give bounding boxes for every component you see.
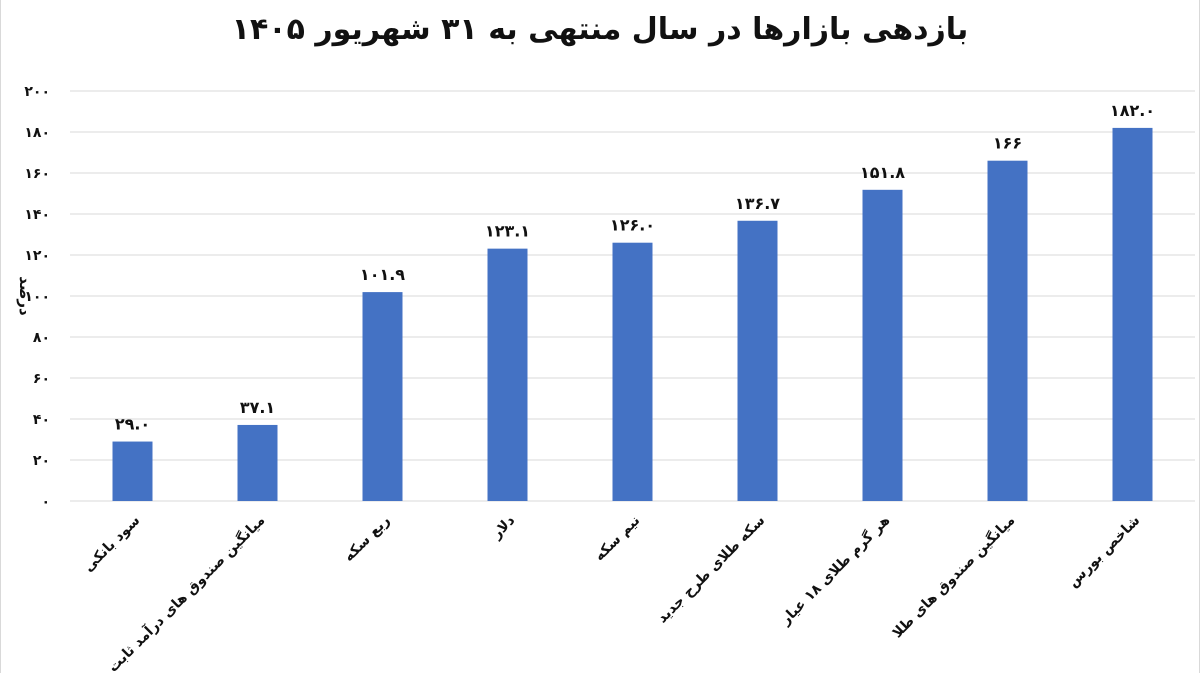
y-tick-label: ۱۴۰ bbox=[24, 207, 50, 223]
chart-title: بازدهی بازارها در سال منتهی به ۳۱ شهریور… bbox=[231, 12, 969, 47]
y-tick-label: ۶۰ bbox=[33, 371, 50, 387]
data-label: ۱۶۶ bbox=[993, 134, 1022, 153]
y-tick-label: ۰ bbox=[41, 494, 50, 510]
bar bbox=[1112, 127, 1153, 502]
bar bbox=[612, 242, 653, 501]
category-label: سکه طلای طرح جدید bbox=[654, 513, 768, 627]
data-label: ۱۰۱.۹ bbox=[360, 265, 405, 284]
bar bbox=[862, 189, 903, 501]
data-label: ۱۸۲.۰ bbox=[1110, 101, 1155, 120]
y-tick-label: ۲۰ bbox=[33, 453, 50, 469]
y-tick-label: ۱۰۰ bbox=[24, 289, 50, 305]
y-tick-label: ۲۰۰ bbox=[24, 84, 50, 100]
data-label: ۳۷.۱ bbox=[240, 398, 275, 417]
data-label: ۲۹.۰ bbox=[115, 415, 150, 434]
bar bbox=[987, 160, 1028, 501]
bar bbox=[487, 248, 528, 501]
y-tick-label: ۸۰ bbox=[33, 330, 50, 346]
y-tick-label: ۱۲۰ bbox=[24, 248, 50, 264]
category-label: ربع سکه bbox=[341, 513, 393, 565]
y-tick-label: ۱۶۰ bbox=[24, 166, 50, 182]
category-label: شاخص بورس bbox=[1065, 513, 1143, 591]
y-axis-ticks: ۰ ۲۰ ۴۰ ۶۰ ۸۰ ۱۰۰ ۱۲۰ ۱۴۰ ۱۶۰ ۱۸۰ ۲۰۰ bbox=[24, 84, 50, 510]
bar bbox=[237, 424, 278, 501]
bar bbox=[112, 441, 153, 501]
bars bbox=[112, 127, 1153, 502]
data-label: ۱۲۶.۰ bbox=[610, 216, 655, 235]
category-label: سود بانکی bbox=[81, 513, 144, 576]
y-tick-label: ۴۰ bbox=[33, 412, 50, 428]
y-axis-label: درصد bbox=[16, 276, 34, 316]
bar bbox=[737, 220, 778, 501]
data-labels: ۲۹.۰ ۳۷.۱ ۱۰۱.۹ ۱۲۳.۱ ۱۲۶.۰ ۱۳۶.۷ ۱۵۱.۸ ۱۶۶ ۱۸۲.… bbox=[115, 101, 1155, 434]
data-label: ۱۳۶.۷ bbox=[735, 194, 780, 213]
category-label: نیم سکه bbox=[592, 513, 644, 565]
category-label: میانگین صندوق های طلا bbox=[889, 512, 1019, 642]
data-label: ۱۵۱.۸ bbox=[860, 163, 905, 182]
bar bbox=[362, 292, 403, 501]
data-label: ۱۲۳.۱ bbox=[485, 222, 530, 241]
y-tick-label: ۱۸۰ bbox=[24, 125, 50, 141]
category-label: هر گرم طلای ۱۸ عیار bbox=[776, 512, 893, 629]
category-label: دلار bbox=[488, 513, 518, 543]
